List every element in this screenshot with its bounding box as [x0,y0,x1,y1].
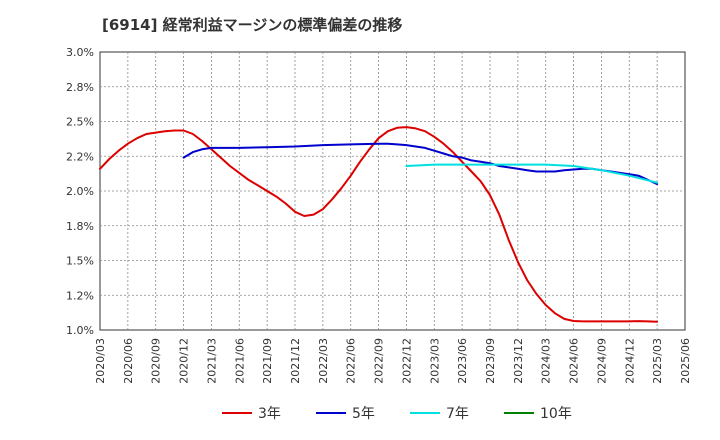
grid-lines [100,52,685,330]
x-tick-label: 2022/06 [345,338,358,384]
x-tick-label: 2022/03 [317,338,330,384]
legend-label: 5年 [352,406,375,422]
x-tick-label: 2020/12 [178,338,191,384]
y-tick-label: 1.8% [66,220,94,233]
x-tick-label: 2021/12 [289,338,302,384]
y-tick-label: 1.2% [66,289,94,302]
x-tick-label: 2023/03 [428,338,441,384]
x-tick-label: 2021/06 [233,338,246,384]
series-line-7年 [405,163,659,184]
x-tick-label: 2022/12 [400,338,413,384]
legend-label: 10年 [540,406,572,422]
x-tick-label: 2021/09 [261,338,274,384]
x-tick-label: 2020/03 [94,338,107,384]
chart-title: [6914] 経常利益マージンの標準偏差の推移 [102,16,403,34]
x-tick-label: 2023/09 [484,338,497,384]
y-axis-ticks: 3.0% 2.8% 2.5% 2.2% 2.0% 1.8% 1.5% 1.2% 1.0% [66,46,94,337]
legend-label: 3年 [258,406,281,422]
x-tick-label: 2020/06 [122,338,135,384]
x-tick-label: 2021/03 [205,338,218,384]
x-tick-label: 2020/09 [150,338,163,384]
x-tick-label: 2024/12 [623,338,636,384]
x-tick-label: 2023/06 [456,338,469,384]
legend: 3年 5年 7年 10年 [222,406,572,422]
x-tick-label: 2024/06 [568,338,581,384]
x-tick-label: 2024/09 [595,338,608,384]
y-tick-label: 1.5% [66,255,94,268]
legend-label: 7年 [446,406,469,422]
x-tick-label: 2024/03 [540,338,553,384]
y-tick-label: 2.0% [66,185,94,198]
x-tick-label: 2025/03 [651,338,664,384]
x-axis-ticks: 2020/03 2020/06 2020/09 2020/12 2021/03 2021/… [94,338,692,384]
y-tick-label: 2.2% [66,150,94,163]
series-line-3年 [99,126,659,323]
x-tick-label: 2023/12 [512,338,525,384]
y-tick-label: 3.0% [66,46,94,59]
y-tick-label: 2.8% [66,81,94,94]
y-tick-label: 2.5% [66,116,94,129]
series-lines [99,126,659,323]
x-tick-label: 2025/06 [679,338,692,384]
y-tick-label: 1.0% [66,324,94,337]
x-tick-label: 2022/09 [373,338,386,384]
